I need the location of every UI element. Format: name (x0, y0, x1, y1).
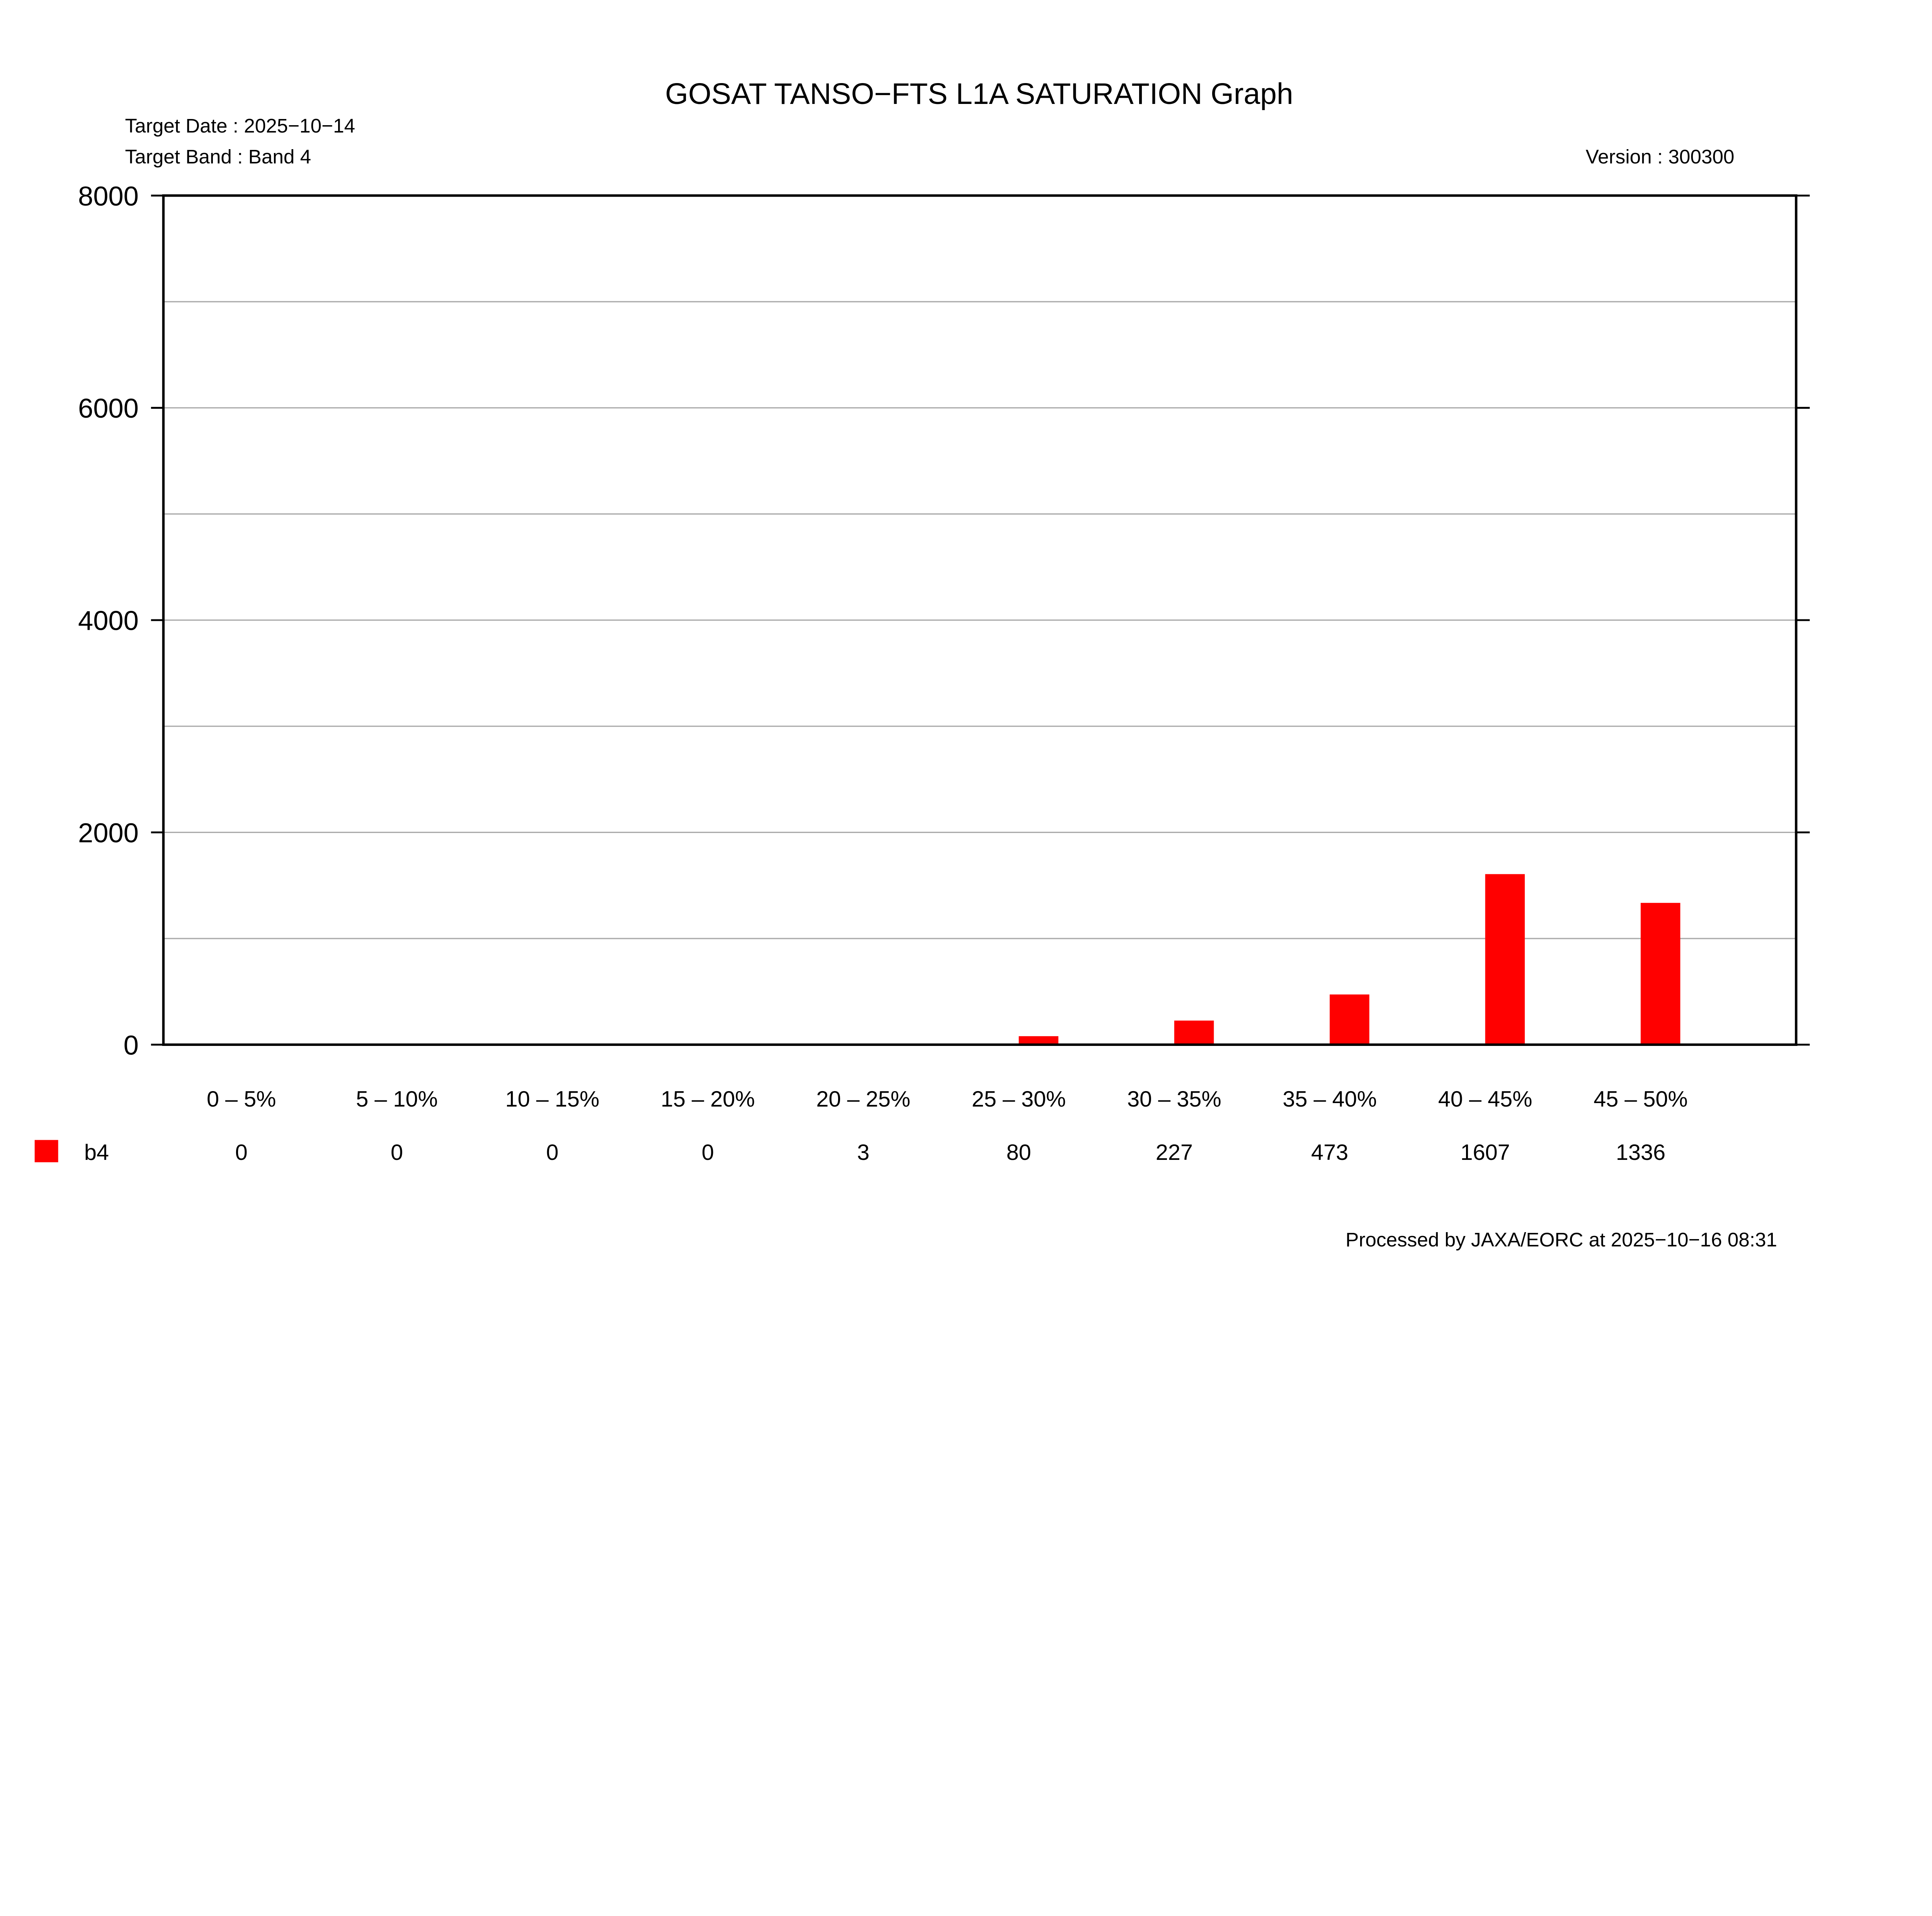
bar-7 (1330, 994, 1369, 1045)
x-tick-label: 30 – 35% (1127, 1087, 1221, 1112)
x-tick-label: 15 – 20% (661, 1087, 755, 1112)
saturation-chart: GOSAT TANSO−FTS L1A SATURATION Graph Tar… (0, 0, 1931, 1365)
y-tick-label: 0 (124, 1030, 139, 1060)
target-date: Target Date : 2025−10−14 (125, 115, 355, 137)
x-tick-label: 25 – 30% (972, 1087, 1066, 1112)
value-label: 227 (1156, 1140, 1193, 1165)
value-label: 0 (235, 1140, 248, 1165)
x-axis-labels: 0 – 5% 5 – 10% 10 – 15% 15 – 20% 20 – 25% 25 … (207, 1087, 1688, 1112)
x-tick-label: 35 – 40% (1282, 1087, 1377, 1112)
value-label: 80 (1006, 1140, 1031, 1165)
gridlines (163, 301, 1796, 939)
value-label: 1336 (1616, 1140, 1665, 1165)
y-axis: 0 2000 4000 6000 8000 (78, 181, 1810, 1060)
y-tick-label: 4000 (78, 605, 139, 636)
x-tick-label: 0 – 5% (207, 1087, 276, 1112)
x-tick-label: 45 – 50% (1594, 1087, 1688, 1112)
x-tick-label: 40 – 45% (1438, 1087, 1532, 1112)
legend-row: b4 (34, 1140, 109, 1165)
value-label: 0 (546, 1140, 558, 1165)
legend-label-b4: b4 (84, 1140, 109, 1165)
x-tick-label: 20 – 25% (816, 1087, 910, 1112)
processed-footer: Processed by JAXA/EORC at 2025−10−16 08:… (1345, 1229, 1777, 1251)
value-label: 0 (391, 1140, 403, 1165)
value-label: 473 (1311, 1140, 1348, 1165)
value-label: 1607 (1461, 1140, 1510, 1165)
bars (863, 874, 1680, 1045)
bar-6 (1174, 1020, 1214, 1045)
version-label: Version : 300300 (1586, 146, 1735, 168)
value-label: 0 (702, 1140, 714, 1165)
bar-9 (1641, 903, 1680, 1045)
value-labels: 0 0 0 0 3 80 227 473 1607 1336 (235, 1140, 1665, 1165)
legend-swatch-b4 (34, 1140, 58, 1163)
chart-title: GOSAT TANSO−FTS L1A SATURATION Graph (665, 77, 1293, 111)
y-tick-label: 8000 (78, 181, 139, 211)
bar-8 (1485, 874, 1525, 1045)
y-tick-label: 2000 (78, 818, 139, 848)
target-band: Target Band : Band 4 (125, 146, 311, 168)
value-label: 3 (857, 1140, 869, 1165)
background (0, 0, 1931, 1365)
bar-5 (1019, 1036, 1059, 1045)
y-tick-label: 6000 (78, 393, 139, 423)
x-tick-label: 10 – 15% (505, 1087, 600, 1112)
x-tick-label: 5 – 10% (356, 1087, 438, 1112)
